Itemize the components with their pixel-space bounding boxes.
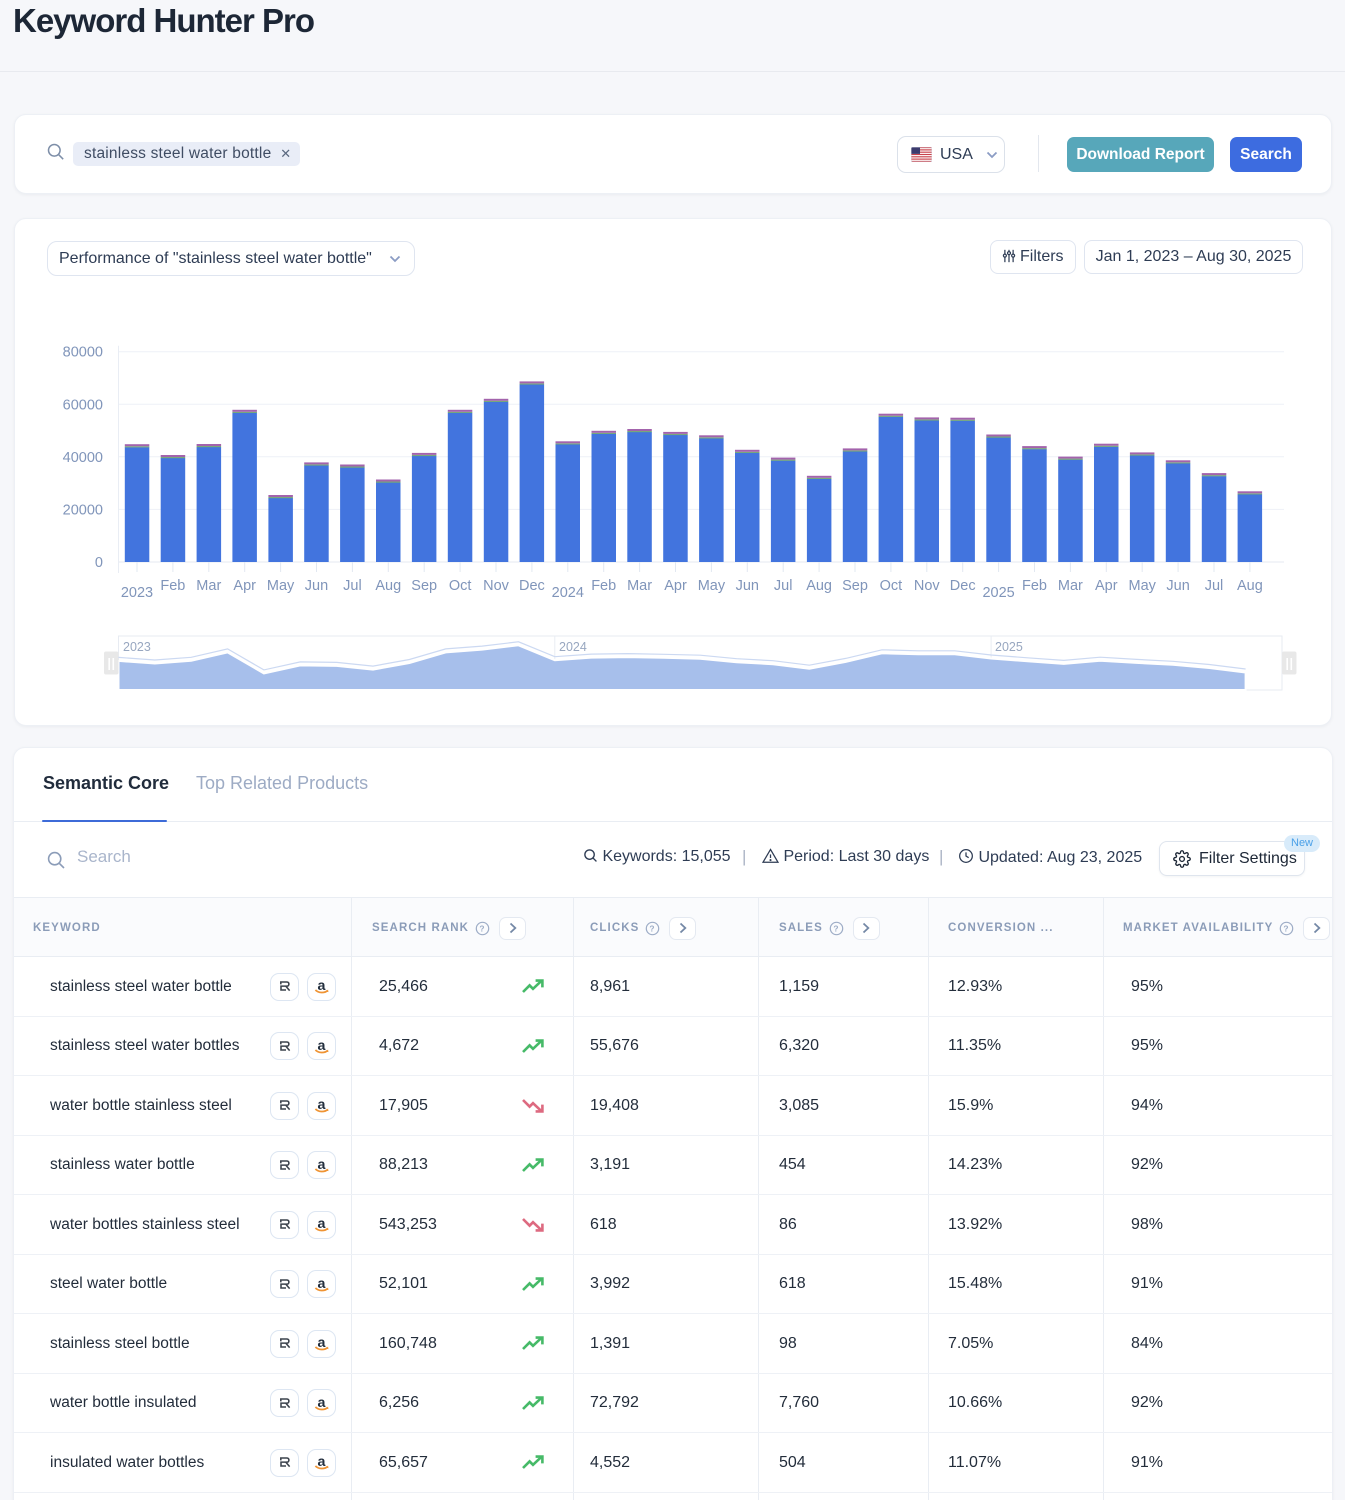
svg-text:a: a: [318, 1038, 327, 1054]
svg-text:80000: 80000: [63, 345, 103, 361]
svg-text:Dec: Dec: [950, 578, 976, 594]
svg-text:?: ?: [650, 923, 656, 933]
svg-text:a: a: [318, 1276, 327, 1292]
svg-text:Mar: Mar: [196, 578, 221, 594]
svg-text:a: a: [318, 1395, 327, 1411]
svg-text:a: a: [318, 1335, 327, 1351]
svg-text:Nov: Nov: [483, 578, 510, 594]
svg-text:Mar: Mar: [1058, 578, 1083, 594]
svg-text:Jun: Jun: [1166, 578, 1189, 594]
svg-text:a: a: [318, 1097, 327, 1113]
svg-text:2024: 2024: [552, 585, 584, 601]
svg-text:Apr: Apr: [664, 578, 687, 594]
svg-text:a: a: [318, 978, 327, 994]
svg-text:Apr: Apr: [1095, 578, 1118, 594]
svg-text:Mar: Mar: [627, 578, 652, 594]
svg-text:a: a: [318, 1216, 327, 1232]
svg-text:a: a: [318, 1454, 327, 1470]
svg-text:Jul: Jul: [774, 578, 793, 594]
svg-text:Jun: Jun: [736, 578, 759, 594]
svg-text:2024: 2024: [559, 640, 587, 654]
svg-text:40000: 40000: [63, 450, 103, 466]
svg-text:Feb: Feb: [591, 578, 616, 594]
svg-text:Nov: Nov: [914, 578, 941, 594]
svg-text:?: ?: [1284, 923, 1290, 933]
svg-text:Oct: Oct: [449, 578, 472, 594]
svg-text:Aug: Aug: [375, 578, 401, 594]
svg-text:Aug: Aug: [1237, 578, 1263, 594]
svg-text:2023: 2023: [123, 640, 151, 654]
svg-text:Aug: Aug: [806, 578, 832, 594]
svg-text:?: ?: [833, 923, 839, 933]
svg-text:0: 0: [95, 555, 103, 571]
svg-text:Dec: Dec: [519, 578, 545, 594]
svg-text:60000: 60000: [63, 397, 103, 413]
svg-text:a: a: [318, 1157, 327, 1173]
svg-text:May: May: [1128, 578, 1156, 594]
svg-text:2025: 2025: [982, 585, 1014, 601]
svg-text:May: May: [267, 578, 295, 594]
svg-text:2023: 2023: [121, 585, 153, 601]
svg-text:May: May: [698, 578, 726, 594]
svg-text:Jun: Jun: [305, 578, 328, 594]
svg-text:20000: 20000: [63, 502, 103, 518]
svg-text:Apr: Apr: [233, 578, 256, 594]
svg-text:Sep: Sep: [411, 578, 437, 594]
svg-text:Feb: Feb: [1022, 578, 1047, 594]
svg-text:Oct: Oct: [880, 578, 903, 594]
svg-text:2025: 2025: [995, 640, 1023, 654]
svg-text:Jul: Jul: [1205, 578, 1224, 594]
svg-text:Sep: Sep: [842, 578, 868, 594]
svg-text:Feb: Feb: [160, 578, 185, 594]
svg-text:Jul: Jul: [343, 578, 362, 594]
svg-text:?: ?: [479, 923, 485, 933]
